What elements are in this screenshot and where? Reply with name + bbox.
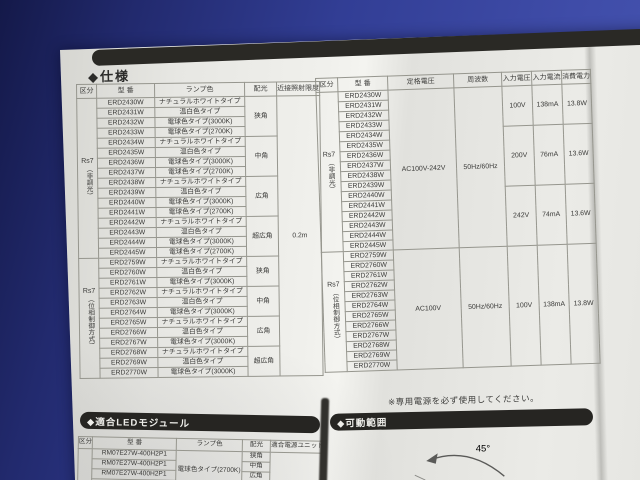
spec-electrical-table: 区分型 番定格電圧 周波数 入力電圧 入力電流 消費電力 Rs7 （非調光） ERD2430W… xyxy=(315,69,601,373)
power-consumption-cell: 13.6W xyxy=(565,183,597,245)
model-number-cell: ERD2436W xyxy=(97,157,156,169)
module-table-wrap: 区分型 番ランプ色 配光 適合電源ユニット RM07E27W-400H2P1 電球色タイ… xyxy=(77,436,325,480)
beam-angle-cell: 超広角 xyxy=(247,346,281,377)
column-header: 近接照射限度 xyxy=(276,81,320,97)
rated-voltage-cell: AC100V-242V xyxy=(387,87,460,251)
column-header: 配光 xyxy=(242,439,271,453)
model-number-cell: ERD2770W xyxy=(346,359,398,372)
model-number-cell: ERD2439W xyxy=(97,187,156,199)
model-number-cell: ERD2434W xyxy=(97,137,156,149)
beam-angle-cell: 超広角 xyxy=(246,216,279,257)
input-voltage-cell: 100V xyxy=(501,85,534,127)
model-number-cell: ERD2438W xyxy=(97,177,156,189)
input-current-cell: 76mA xyxy=(533,124,566,186)
category-label: Rs7 （非調光） xyxy=(318,151,340,193)
model-number-cell: ERD2435W xyxy=(97,147,156,159)
frequency-cell: 50Hz/60Hz xyxy=(453,86,508,248)
category-cell: Rs7 （位相制御方式） xyxy=(78,258,101,379)
input-current-cell: 74mA xyxy=(535,184,568,246)
beam-angle-cell: 中角 xyxy=(242,461,271,473)
column-header: 入力電流 xyxy=(531,70,562,86)
spec-lamp-table: 区分型 番ランプ色 配光 近接照射限度 Rs7 （非調光） ERD2430W ナチュラルホワ… xyxy=(76,81,324,379)
model-number-cell: ERD2768W xyxy=(99,347,158,359)
model-number-cell: ERD2433W xyxy=(97,127,156,139)
beam-angle-cell: 狭角 xyxy=(246,256,279,287)
category-series: Rs7 xyxy=(327,281,340,289)
power-consumption-cell: 13.8W xyxy=(567,243,601,365)
beam-angle-cell: 広角 xyxy=(245,176,279,217)
rotation-arc-icon: 45° xyxy=(414,443,505,480)
category-series: Rs7 xyxy=(81,157,94,165)
column-header: 配光 xyxy=(244,82,277,97)
model-number-cell: ERD2437W xyxy=(97,167,156,179)
model-number-cell: ERD2769W xyxy=(99,357,158,369)
model-number-cell: ERD2766W xyxy=(99,327,158,339)
model-number-cell: ERD2770W xyxy=(99,367,159,379)
column-header: 型 番 xyxy=(96,83,155,99)
lamp-color-cell: 電球色タイプ(3000K) xyxy=(157,366,249,378)
lamp-color-cell: 電球色タイプ(2700K) xyxy=(175,450,243,480)
column-header: 適合電源ユニット xyxy=(270,440,325,454)
beam-angle-cell: 狭角 xyxy=(242,451,271,463)
column-header: ランプ色 xyxy=(154,82,245,98)
power-consumption-cell: 13.6W xyxy=(563,123,595,185)
model-number-cell: ERD2432W xyxy=(96,117,156,129)
input-voltage-cell: 100V xyxy=(507,245,542,367)
rated-voltage-cell: AC100V xyxy=(393,247,464,370)
category-cell: Rs7 （非調光） xyxy=(76,98,99,259)
frequency-cell: 50Hz/60Hz xyxy=(459,246,512,368)
module-table: 区分型 番ランプ色 配光 適合電源ユニット RM07E27W-400H2P1 電球色タイ… xyxy=(77,436,325,480)
input-voltage-cell: 242V xyxy=(505,185,538,247)
column-header: 区分 xyxy=(315,77,338,93)
input-current-cell: 138mA xyxy=(531,84,564,126)
module-section-title: ◆適合LEDモジュール xyxy=(86,416,191,430)
input-current-cell: 138mA xyxy=(537,244,572,366)
category-series: Rs7 xyxy=(322,151,336,159)
category-label: Rs7 （位相制御方式） xyxy=(323,281,346,343)
category-mode: （位相制御方式） xyxy=(86,296,95,349)
column-header: 区分 xyxy=(76,84,97,99)
rotation-range-figure: 45° xyxy=(406,440,536,480)
category-mode: （非調光） xyxy=(84,165,93,200)
beam-angle-cell: 中角 xyxy=(246,286,280,317)
range-section-title: ◆可動範囲 xyxy=(336,417,388,430)
spec-lamp-table-wrap: 区分型 番ランプ色 配光 近接照射限度 Rs7 （非調光） ERD2430W ナチュラルホワ… xyxy=(76,81,324,379)
category-label: Rs7 （位相制御方式） xyxy=(79,288,99,349)
spec-electrical-table-wrap: 区分型 番定格電圧 周波数 入力電圧 入力電流 消費電力 Rs7 （非調光） ERD2430W… xyxy=(315,69,601,373)
category-cell xyxy=(77,448,93,480)
category-mode: （位相制御方式） xyxy=(330,289,340,343)
category-mode: （非調光） xyxy=(326,159,335,193)
beam-angle-cell: 広角 xyxy=(241,471,271,480)
angle-label: 45° xyxy=(476,443,491,454)
column-header: 区分 xyxy=(78,436,93,449)
beam-angle-cell: 狭角 xyxy=(244,96,278,137)
beam-angle-cell: 広角 xyxy=(247,316,280,347)
model-number-cell: ERD2767W xyxy=(99,337,158,349)
beam-angle-cell: 中角 xyxy=(245,136,278,177)
input-voltage-cell: 200V xyxy=(503,125,536,187)
power-unit-cell: RX-125N xyxy=(269,452,325,480)
column-header: 消費電力 xyxy=(561,69,591,85)
model-number-cell: ERD2441W xyxy=(98,207,157,219)
category-label: Rs7 （非調光） xyxy=(78,158,98,200)
category-series: Rs7 xyxy=(82,287,96,295)
column-header: 入力電圧 xyxy=(501,71,532,87)
power-consumption-cell: 13.8W xyxy=(561,83,593,125)
model-number-cell: ERD2440W xyxy=(97,197,157,209)
